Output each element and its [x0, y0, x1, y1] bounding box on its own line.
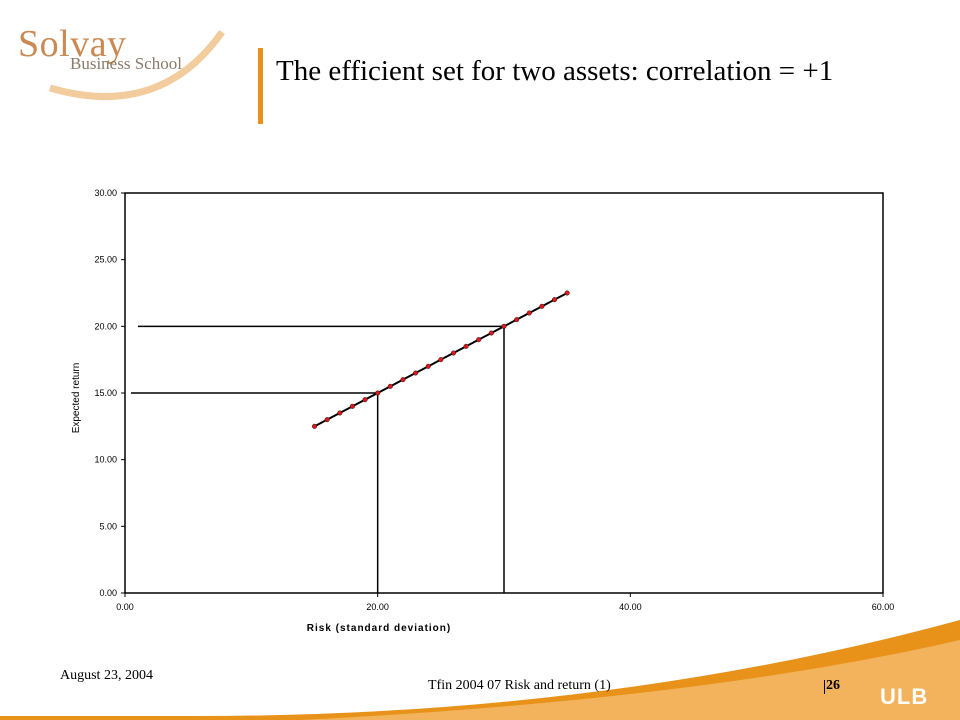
- x-axis-label: Risk (standard deviation): [307, 623, 451, 634]
- data-point: [450, 350, 456, 356]
- y-tick-label: 0.00: [99, 588, 117, 598]
- data-point: [375, 390, 381, 396]
- efficient-set-chart: 0.00 5.00 10.00 15.00 20.00 25.00 30.00 0.00 20.…: [71, 188, 895, 634]
- data-point: [400, 377, 406, 383]
- slide-title: The efficient set for two assets: correl…: [276, 55, 834, 87]
- data-point: [526, 310, 532, 316]
- y-tick-label: 5.00: [99, 521, 117, 531]
- y-tick-label: 25.00: [94, 255, 117, 265]
- data-point: [337, 410, 343, 416]
- y-tick-label: 30.00: [94, 188, 117, 198]
- x-tick-label: 40.00: [619, 602, 642, 612]
- title-accent-bar: [258, 48, 263, 124]
- x-tick-label: 20.00: [366, 602, 389, 612]
- data-point: [514, 317, 520, 323]
- footer-swoosh-icon: [0, 620, 960, 720]
- y-tick-label: 20.00: [94, 321, 117, 331]
- data-point: [413, 370, 419, 376]
- data-point: [438, 357, 444, 363]
- x-tick-label: 60.00: [872, 602, 895, 612]
- data-point: [488, 330, 494, 336]
- x-tick-label: 0.00: [116, 602, 134, 612]
- data-point: [324, 417, 330, 423]
- logo-swoosh-icon: [49, 29, 225, 101]
- solvay-logo: Solvay Business School: [0, 0, 240, 120]
- footer-separator: [824, 680, 825, 694]
- data-point: [387, 383, 393, 389]
- page-number: 26: [826, 678, 840, 693]
- data-point: [539, 303, 545, 309]
- data-point: [564, 290, 570, 296]
- data-point: [349, 403, 355, 409]
- footer-date: August 23, 2004: [60, 668, 153, 683]
- data-point: [312, 423, 318, 429]
- footer-course: Tfin 2004 07 Risk and return (1): [428, 678, 611, 693]
- y-tick-label: 15.00: [94, 388, 117, 398]
- y-tick-label: 10.00: [94, 455, 117, 465]
- y-axis-label: Expected return: [71, 363, 82, 434]
- logo-text-main: Solvay: [18, 23, 127, 65]
- data-point: [362, 397, 368, 403]
- data-point: [552, 297, 558, 303]
- data-point: [476, 337, 482, 343]
- data-point: [425, 363, 431, 369]
- data-point: [501, 323, 507, 329]
- data-point: [463, 343, 469, 349]
- logo-text-sub: Business School: [70, 54, 182, 73]
- ulb-logo: ULB: [880, 684, 929, 709]
